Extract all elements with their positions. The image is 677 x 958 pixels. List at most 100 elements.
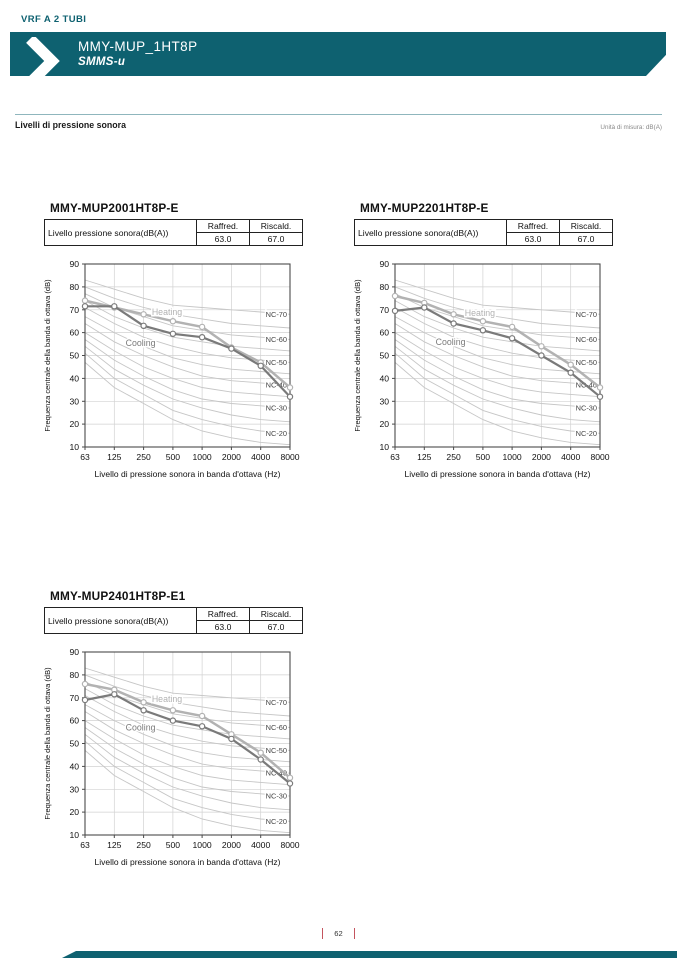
- cooling-column-header: Raffred.: [196, 219, 250, 233]
- sound-pressure-chart: NC-70 NC-60 NC-50 NC-40 NC-30 NC-20 Heating Coo…: [40, 251, 340, 481]
- chart-model-title: MMY-MUP2201HT8P-E: [360, 201, 489, 215]
- page-footer: 62: [0, 926, 677, 940]
- svg-text:1000: 1000: [193, 840, 212, 850]
- footer-left-bar: [321, 927, 324, 939]
- svg-text:Heating: Heating: [152, 694, 182, 704]
- svg-text:Livello di pressione sonora in: Livello di pressione sonora in banda d'o…: [405, 469, 591, 479]
- svg-text:Heating: Heating: [152, 307, 182, 317]
- svg-text:NC-30: NC-30: [266, 404, 287, 413]
- svg-text:NC-60: NC-60: [266, 335, 287, 344]
- heating-column-header: Riscald.: [249, 219, 303, 233]
- svg-text:250: 250: [136, 452, 151, 462]
- svg-text:Cooling: Cooling: [126, 723, 156, 733]
- svg-text:50: 50: [69, 351, 79, 361]
- footer-right-bar: [353, 927, 356, 939]
- svg-text:10: 10: [69, 442, 79, 452]
- heating-column-header: Riscald.: [559, 219, 613, 233]
- svg-text:70: 70: [69, 693, 79, 703]
- svg-text:NC-50: NC-50: [266, 358, 287, 367]
- svg-text:125: 125: [417, 452, 432, 462]
- svg-text:90: 90: [69, 259, 79, 269]
- heating-value: 67.0: [249, 620, 303, 634]
- chart-model-title: MMY-MUP2401HT8P-E1: [50, 589, 186, 603]
- cooling-value: 63.0: [506, 232, 560, 246]
- bottom-accent-bar: [62, 951, 677, 958]
- spec-row-label: Livello pressione sonora(dB(A)): [354, 219, 507, 246]
- svg-text:Cooling: Cooling: [126, 338, 156, 348]
- svg-text:250: 250: [136, 840, 151, 850]
- svg-text:8000: 8000: [280, 452, 299, 462]
- svg-text:60: 60: [69, 328, 79, 338]
- chevron-right-icon: [26, 37, 60, 76]
- svg-text:1000: 1000: [193, 452, 212, 462]
- svg-text:NC-70: NC-70: [266, 310, 287, 319]
- svg-text:80: 80: [379, 282, 389, 292]
- heating-value: 67.0: [559, 232, 613, 246]
- svg-text:70: 70: [379, 305, 389, 315]
- svg-text:125: 125: [107, 452, 122, 462]
- sound-pressure-chart: NC-70 NC-60 NC-50 NC-40 NC-30 NC-20 Heating Coo…: [40, 639, 340, 869]
- banner-model-title: MMY-MUP_1HT8P: [78, 39, 198, 54]
- svg-text:2000: 2000: [532, 452, 551, 462]
- svg-text:250: 250: [446, 452, 461, 462]
- svg-text:8000: 8000: [280, 840, 299, 850]
- section-title: Livelli di pressione sonora: [15, 120, 126, 130]
- heating-value: 67.0: [249, 232, 303, 246]
- unit-of-measure-note: Unità di misura: dB(A): [600, 124, 662, 131]
- cooling-column-header: Raffred.: [196, 607, 250, 621]
- cooling-column-header: Raffred.: [506, 219, 560, 233]
- svg-text:4000: 4000: [561, 452, 580, 462]
- svg-text:8000: 8000: [590, 452, 609, 462]
- svg-text:NC-20: NC-20: [576, 429, 597, 438]
- chart-model-title: MMY-MUP2001HT8P-E: [50, 201, 179, 215]
- svg-text:2000: 2000: [222, 452, 241, 462]
- model-banner: MMY-MUP_1HT8P SMMS-u: [10, 32, 666, 76]
- cooling-value: 63.0: [196, 620, 250, 634]
- svg-text:60: 60: [379, 328, 389, 338]
- svg-text:Cooling: Cooling: [436, 337, 466, 347]
- svg-text:Livello di pressione sonora in: Livello di pressione sonora in banda d'o…: [95, 469, 281, 479]
- svg-text:NC-70: NC-70: [266, 698, 287, 707]
- svg-text:500: 500: [166, 840, 181, 850]
- banner-series-subtitle: SMMS-u: [78, 56, 126, 68]
- svg-text:500: 500: [166, 452, 181, 462]
- sound-pressure-chart: NC-70 NC-60 NC-50 NC-40 NC-30 NC-20 Heating Coo…: [350, 251, 650, 481]
- svg-text:20: 20: [379, 419, 389, 429]
- section-divider: [15, 114, 662, 115]
- svg-text:40: 40: [69, 373, 79, 383]
- svg-text:20: 20: [69, 807, 79, 817]
- svg-text:2000: 2000: [222, 840, 241, 850]
- svg-text:NC-50: NC-50: [266, 746, 287, 755]
- svg-text:50: 50: [69, 739, 79, 749]
- sound-pressure-table: Livello pressione sonora(dB(A)) Raffred.…: [354, 219, 613, 246]
- svg-text:Frequenza centrale della banda: Frequenza centrale della banda di ottava…: [43, 279, 52, 432]
- svg-text:90: 90: [69, 647, 79, 657]
- svg-text:70: 70: [69, 305, 79, 315]
- svg-text:60: 60: [69, 716, 79, 726]
- svg-text:40: 40: [379, 373, 389, 383]
- svg-text:1000: 1000: [503, 452, 522, 462]
- page-number: 62: [334, 928, 343, 938]
- spec-row-label: Livello pressione sonora(dB(A)): [44, 219, 197, 246]
- spec-row-label: Livello pressione sonora(dB(A)): [44, 607, 197, 634]
- svg-text:30: 30: [69, 396, 79, 406]
- svg-text:80: 80: [69, 282, 79, 292]
- svg-text:30: 30: [379, 396, 389, 406]
- svg-text:90: 90: [379, 259, 389, 269]
- svg-text:Livello di pressione sonora in: Livello di pressione sonora in banda d'o…: [95, 857, 281, 867]
- svg-text:4000: 4000: [251, 452, 270, 462]
- svg-text:NC-60: NC-60: [576, 335, 597, 344]
- svg-text:Heating: Heating: [465, 308, 495, 318]
- svg-text:500: 500: [476, 452, 491, 462]
- sound-pressure-table: Livello pressione sonora(dB(A)) Raffred.…: [44, 219, 303, 246]
- svg-text:63: 63: [80, 840, 90, 850]
- svg-text:80: 80: [69, 670, 79, 680]
- heating-column-header: Riscald.: [249, 607, 303, 621]
- svg-text:125: 125: [107, 840, 122, 850]
- page-kicker: VRF A 2 TUBI: [21, 14, 87, 25]
- svg-text:20: 20: [69, 419, 79, 429]
- svg-text:NC-30: NC-30: [266, 792, 287, 801]
- svg-text:10: 10: [69, 830, 79, 840]
- cooling-value: 63.0: [196, 232, 250, 246]
- svg-text:63: 63: [390, 452, 400, 462]
